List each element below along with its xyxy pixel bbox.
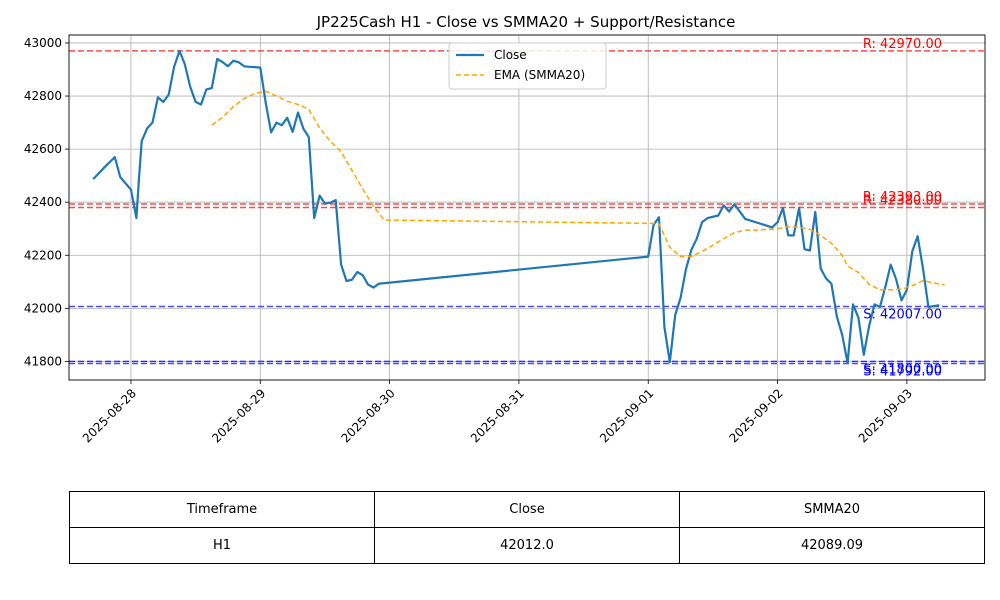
- resistance-label: R: 42380.00: [863, 194, 942, 209]
- table-cell: 42089.09: [679, 527, 985, 564]
- y-tick-label: 41800: [24, 354, 62, 368]
- legend-label: EMA (SMMA20): [494, 68, 585, 82]
- resistance-label: R: 42393.00: [863, 190, 942, 205]
- support-label: S: 41792.00: [863, 365, 942, 380]
- summary-table: Timeframe Close SMMA20 H1 42012.0 42089.…: [69, 491, 985, 564]
- support-label: S: 42007.00: [863, 307, 942, 322]
- y-tick-label: 42600: [24, 142, 62, 156]
- table-cell: 42012.0: [374, 527, 680, 564]
- smma-series-line: [211, 90, 945, 291]
- close-series-line: [92, 49, 940, 364]
- chart: JP225Cash H1 - Close vs SMMA20 + Support…: [24, 13, 986, 445]
- y-tick-label: 42800: [24, 89, 62, 103]
- x-tick-label: 2025-08-29: [209, 386, 268, 445]
- x-tick-label: 2025-09-01: [597, 386, 656, 445]
- y-tick-label: 42000: [24, 301, 62, 315]
- legend-label: Close: [494, 48, 527, 62]
- x-tick-label: 2025-08-30: [339, 386, 398, 445]
- legend-box: [448, 42, 607, 90]
- plot-frame: [68, 34, 986, 381]
- x-tick-label: 2025-08-31: [468, 386, 527, 445]
- table-header-cell: Close: [374, 491, 680, 528]
- y-tick-label: 42400: [24, 195, 62, 209]
- level-labels: R: 42970.00 R: 42393.00R: 42380.00 S: 4200…: [863, 37, 942, 380]
- x-tick-label: 2025-08-28: [80, 386, 139, 445]
- support-label: S: 41800.00: [863, 362, 942, 377]
- legend: Close EMA (SMMA20): [448, 42, 607, 90]
- x-tick-label: 2025-09-02: [726, 386, 785, 445]
- resistance-label: R: 42970.00: [863, 37, 942, 52]
- table-header-row: Timeframe Close SMMA20: [69, 491, 985, 528]
- series: [92, 49, 945, 364]
- chart-title: JP225Cash H1 - Close vs SMMA20 + Support…: [316, 13, 736, 31]
- x-tick-label: 2025-09-03: [856, 386, 915, 445]
- table-cell: H1: [69, 527, 375, 564]
- table-header-cell: SMMA20: [679, 491, 985, 528]
- y-tick-label: 43000: [24, 36, 62, 50]
- table-header-cell: Timeframe: [69, 491, 375, 528]
- table-row: H1 42012.0 42089.09: [69, 527, 985, 564]
- y-tick-label: 42200: [24, 248, 62, 262]
- support-resistance-lines: [69, 50, 985, 365]
